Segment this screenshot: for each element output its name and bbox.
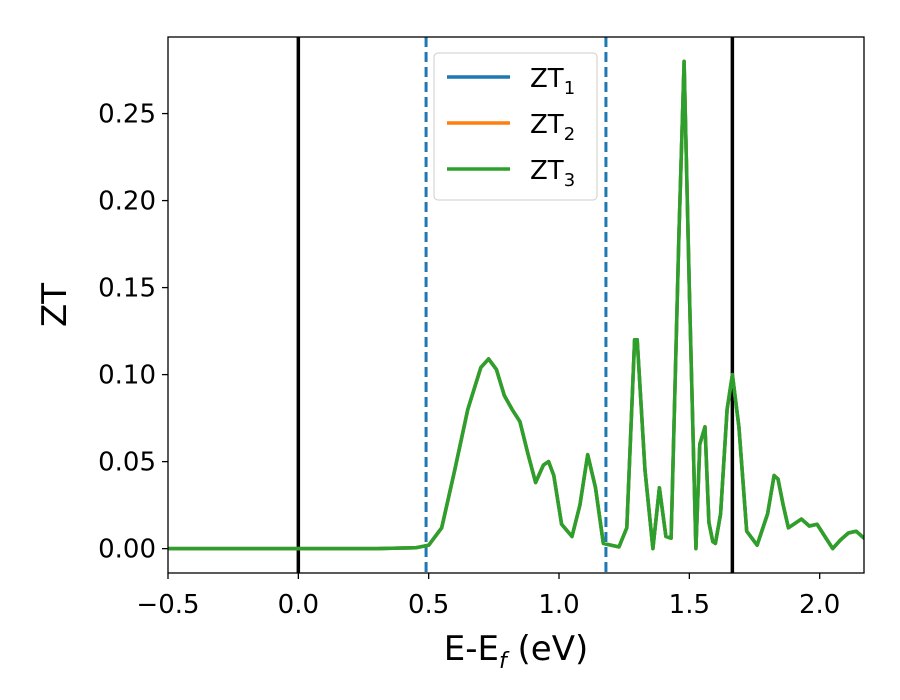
legend-items: ZT1 ZT2 ZT3 [447, 64, 575, 191]
legend: ZT1 ZT2 ZT3 [433, 52, 598, 201]
x-tick-label: 0.5 [408, 590, 449, 620]
y-tick-label: 0.00 [98, 535, 156, 565]
y-tick-label: 0.20 [98, 187, 156, 217]
x-tick-label: 1.0 [538, 590, 579, 620]
y-tick-label: 0.15 [98, 274, 156, 304]
y-axis-ticks: 0.00 0.05 0.10 0.15 0.20 0.25 [98, 100, 168, 565]
y-tick-label: 0.05 [98, 448, 156, 478]
legend-frame [433, 52, 598, 201]
y-axis-label: ZT [35, 283, 75, 327]
y-tick-label: 0.25 [98, 100, 156, 130]
legend-label: ZT2 [530, 110, 575, 145]
x-axis-ticks: −0.5 0.0 0.5 1.0 1.5 2.0 [136, 573, 840, 620]
x-axis-label-subscript: f [499, 649, 510, 674]
y-tick-label: 0.10 [98, 361, 156, 391]
x-axis-label-main: E-E [444, 629, 499, 669]
x-tick-label: −0.5 [136, 590, 199, 620]
legend-label: ZT1 [530, 64, 575, 99]
x-axis-label-unit: (eV) [507, 629, 589, 669]
x-tick-label: 0.0 [278, 590, 319, 620]
series-layer [168, 59, 864, 551]
series-line-zt3 [168, 59, 864, 551]
legend-label: ZT3 [530, 156, 575, 191]
plot-frame [167, 36, 865, 574]
vertical-lines-layer [296, 37, 735, 573]
x-axis-label: E-Ef (eV) [444, 629, 589, 674]
x-tick-label: 1.5 [669, 590, 710, 620]
x-tick-label: 2.0 [799, 590, 840, 620]
